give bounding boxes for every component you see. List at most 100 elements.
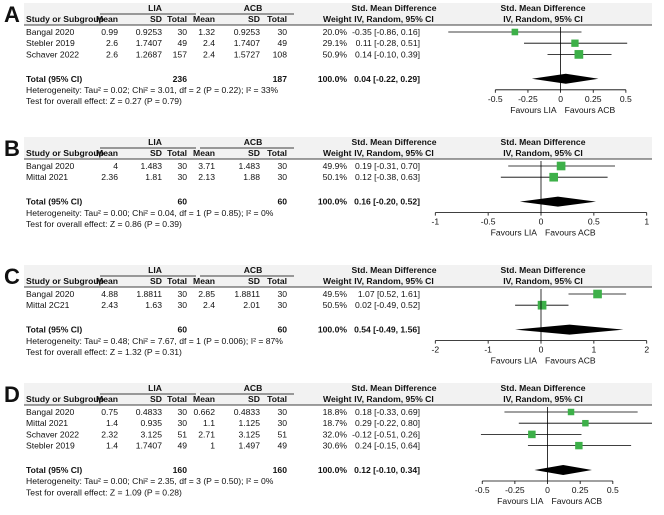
acb-mean: 2.4 bbox=[203, 49, 215, 59]
col-header-lia-sd: SD bbox=[150, 148, 162, 158]
study-name: Bangal 2020 bbox=[26, 27, 74, 37]
acb-mean: 3.71 bbox=[198, 161, 215, 171]
effect-subtitle-plot: IV, Random, 95% CI bbox=[503, 148, 582, 158]
panel-label: A bbox=[4, 2, 20, 27]
weight-value: 49.9% bbox=[323, 161, 348, 171]
overall-effect-text: Test for overall effect: Z = 0.27 (P = 0… bbox=[26, 96, 182, 106]
favours-left: Favours LIA bbox=[491, 228, 538, 238]
favours-left: Favours LIA bbox=[497, 496, 544, 506]
weight-value: 18.7% bbox=[323, 418, 348, 428]
ci-text: -0.12 [-0.51, 0.26] bbox=[352, 429, 420, 439]
study-row: Bangal 2020 0.75 0.4833 30 0.662 0.4833 30 18.8… bbox=[26, 407, 638, 417]
pooled-diamond bbox=[515, 325, 623, 335]
ci-text: 0.11 [-0.28, 0.51] bbox=[356, 38, 420, 48]
study-marker bbox=[557, 162, 566, 171]
weight-value: 18.8% bbox=[323, 407, 348, 417]
col-header-lia-total: Total bbox=[167, 394, 187, 404]
col-header-acb-total: Total bbox=[267, 276, 287, 286]
overall-effect-text: Test for overall effect: Z = 1.09 (P = 0… bbox=[26, 487, 182, 497]
col-header-lia-total: Total bbox=[167, 148, 187, 158]
total-lia: 60 bbox=[177, 197, 187, 207]
total-label: Total (95% CI) bbox=[26, 325, 82, 335]
lia-total: 30 bbox=[177, 289, 187, 299]
col-header-weight: Weight bbox=[323, 148, 352, 158]
study-marker bbox=[593, 290, 602, 299]
total-ci-text: 0.12 [-0.10, 0.34] bbox=[354, 465, 420, 475]
study-name: Bangal 2020 bbox=[26, 289, 74, 299]
acb-sd: 1.7407 bbox=[234, 38, 261, 48]
acb-sd: 1.5727 bbox=[234, 49, 261, 59]
lia-total: 30 bbox=[177, 161, 187, 171]
x-axis: -2 -1 0 1 2 bbox=[431, 341, 649, 355]
lia-total: 157 bbox=[173, 49, 188, 59]
study-name: Stebler 2019 bbox=[26, 38, 75, 48]
effect-title-plot: Std. Mean Difference bbox=[500, 265, 585, 275]
study-marker bbox=[528, 431, 536, 439]
group-header-lia: LIA bbox=[148, 137, 162, 147]
total-label: Total (95% CI) bbox=[26, 465, 82, 475]
study-marker bbox=[568, 409, 574, 415]
col-header-acb-mean: Mean bbox=[193, 276, 215, 286]
col-header-lia-total: Total bbox=[167, 14, 187, 24]
weight-value: 50.5% bbox=[323, 300, 348, 310]
study-row: Mittal 2C21 2.43 1.63 30 2.4 2.01 30 50.5% 0.02 … bbox=[26, 300, 568, 310]
col-header-weight: Weight bbox=[323, 276, 352, 286]
effect-subtitle-plot: IV, Random, 95% CI bbox=[503, 276, 582, 286]
x-tick-label: -0.5 bbox=[488, 94, 503, 104]
favours-left: Favours LIA bbox=[491, 356, 538, 366]
acb-sd: 1.8811 bbox=[234, 289, 260, 299]
effect-subtitle-plot: IV, Random, 95% CI bbox=[503, 14, 582, 24]
lia-total: 49 bbox=[177, 38, 187, 48]
study-name: Schaver 2022 bbox=[26, 49, 79, 59]
forest-plot-figure: A LIA ACB Std. Mean DifferenceIV, Random, 9… bbox=[0, 0, 664, 515]
lia-total: 30 bbox=[177, 172, 187, 182]
col-header-acb-total: Total bbox=[267, 148, 287, 158]
favours-right: Favours ACB bbox=[565, 105, 616, 115]
col-header-lia-sd: SD bbox=[150, 394, 162, 404]
weight-value: 50.9% bbox=[323, 49, 348, 59]
lia-total: 30 bbox=[177, 407, 187, 417]
effect-title-table: Std. Mean Difference bbox=[351, 383, 436, 393]
col-header-lia-mean: Mean bbox=[96, 14, 118, 24]
effect-title-table: Std. Mean Difference bbox=[351, 3, 436, 13]
study-marker bbox=[575, 442, 582, 449]
x-tick-label: 1 bbox=[644, 217, 649, 227]
total-acb: 187 bbox=[273, 74, 288, 84]
favours-right: Favours ACB bbox=[545, 356, 596, 366]
lia-mean: 4 bbox=[113, 161, 118, 171]
total-ci-text: 0.16 [-0.20, 0.52] bbox=[354, 197, 420, 207]
total-lia: 160 bbox=[173, 465, 188, 475]
x-tick-label: -2 bbox=[431, 345, 439, 355]
group-header-acb: ACB bbox=[244, 137, 263, 147]
total-ci-text: 0.04 [-0.22, 0.29] bbox=[354, 74, 420, 84]
overall-effect-text: Test for overall effect: Z = 1.32 (P = 0… bbox=[26, 347, 182, 357]
col-header-acb-mean: Mean bbox=[193, 14, 215, 24]
pooled-diamond bbox=[534, 465, 591, 475]
study-name: Schaver 2022 bbox=[26, 429, 79, 439]
col-header-acb-total: Total bbox=[267, 14, 287, 24]
ci-text: 0.02 [-0.49, 0.52] bbox=[355, 300, 420, 310]
study-marker bbox=[571, 40, 578, 47]
x-tick-label: -0.25 bbox=[505, 485, 525, 495]
lia-total: 51 bbox=[177, 429, 187, 439]
effect-title-plot: Std. Mean Difference bbox=[500, 383, 585, 393]
pooled-diamond bbox=[520, 197, 596, 207]
x-tick-label: 0.25 bbox=[585, 94, 602, 104]
panel-label: C bbox=[4, 264, 20, 289]
total-row: Total (95% CI) 160 160 100.0% 0.12 [-0.10, 0… bbox=[26, 465, 592, 475]
total-label: Total (95% CI) bbox=[26, 74, 82, 84]
col-header-acb-total: Total bbox=[267, 394, 287, 404]
col-header-acb-sd: SD bbox=[248, 394, 260, 404]
lia-sd: 0.4833 bbox=[136, 407, 163, 417]
ci-text: 0.19 [-0.31, 0.70] bbox=[355, 161, 420, 171]
acb-mean: 1.32 bbox=[198, 27, 215, 37]
acb-mean: 1.1 bbox=[203, 418, 215, 428]
study-name: Mittal 2021 bbox=[26, 172, 68, 182]
panel-b: B LIA ACB Std. Mean DifferenceIV, Random, 9… bbox=[4, 136, 652, 238]
x-tick-label: 0.5 bbox=[620, 94, 632, 104]
heterogeneity-text: Heterogeneity: Tau² = 0.00; Chi² = 0.04,… bbox=[26, 208, 274, 218]
weight-value: 29.1% bbox=[323, 38, 348, 48]
col-header-weight: Weight bbox=[323, 14, 352, 24]
weight-value: 49.5% bbox=[323, 289, 348, 299]
